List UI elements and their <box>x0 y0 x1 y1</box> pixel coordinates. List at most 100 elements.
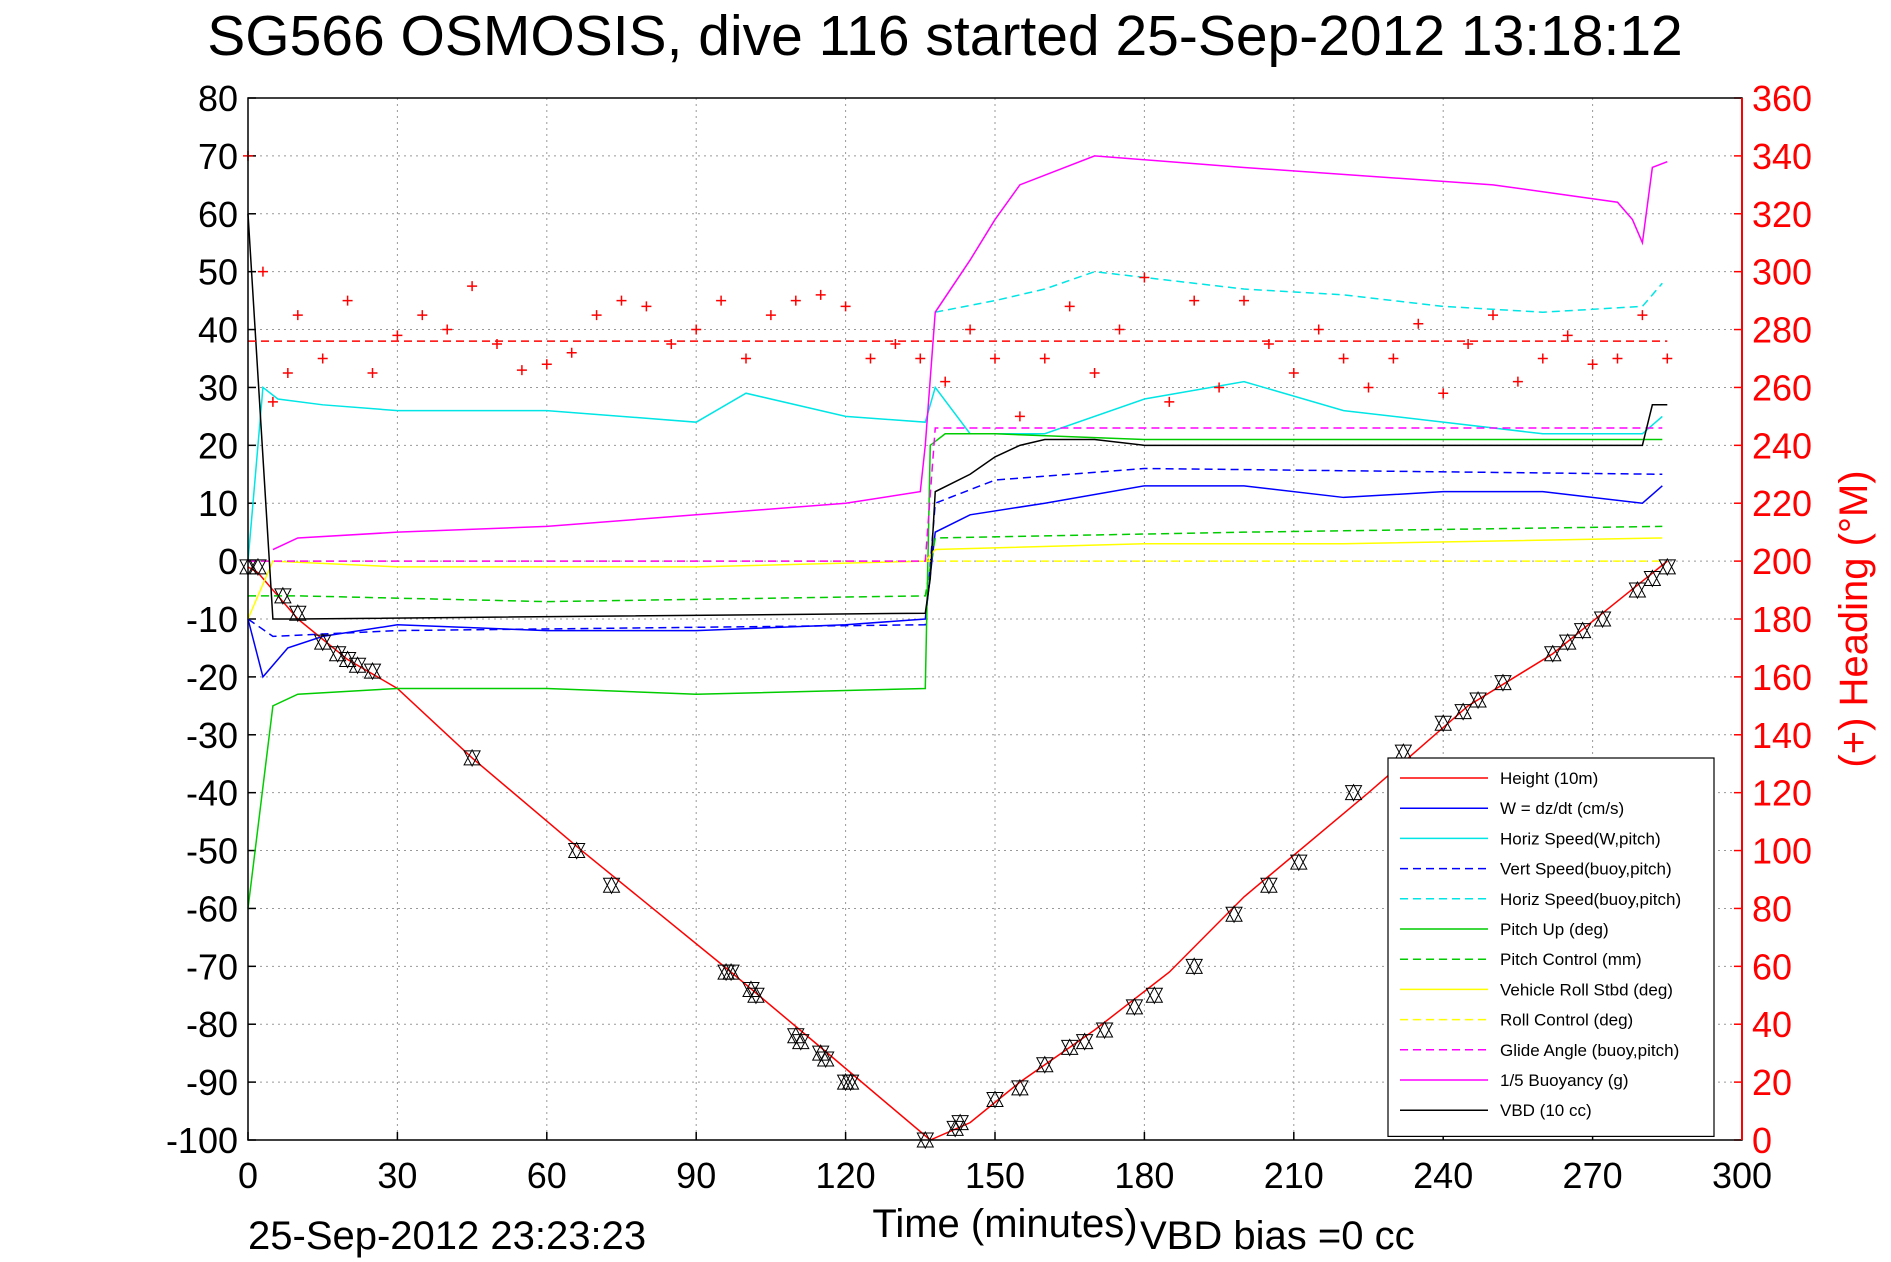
series-line <box>247 485 1663 679</box>
series-line <box>248 525 1663 603</box>
heading-point <box>417 310 428 321</box>
profile-marker <box>567 841 586 860</box>
y-tick-label: -20 <box>186 657 238 698</box>
series-line <box>247 560 1668 1141</box>
profile-marker <box>1593 609 1612 629</box>
heading-point <box>1537 353 1548 364</box>
heading-point <box>1263 339 1274 350</box>
profile-marker <box>1558 633 1577 652</box>
y-tick-label: -30 <box>186 715 238 756</box>
y-tick-label: 0 <box>218 541 238 582</box>
y-tick-label: -60 <box>186 888 238 929</box>
heading-point <box>741 353 751 364</box>
heading-point <box>616 295 627 306</box>
heading-point <box>990 353 1000 364</box>
heading-series <box>243 150 1673 422</box>
heading-point <box>840 301 851 312</box>
legend-label: Horiz Speed(W,pitch) <box>1500 829 1661 848</box>
heading-point <box>1637 310 1648 321</box>
profile-marker <box>1494 673 1512 692</box>
heading-point <box>1587 359 1598 370</box>
heading-point <box>1463 339 1474 350</box>
footer-timestamp: 25-Sep-2012 23:23:23 <box>248 1214 646 1258</box>
series-line <box>247 213 1668 620</box>
heading-point <box>1388 353 1399 364</box>
y-tick-label: 20 <box>198 425 238 466</box>
heading-point <box>1164 396 1175 407</box>
heading-point <box>815 289 826 300</box>
y-tick-label: -90 <box>186 1062 238 1103</box>
legend-label: Vehicle Roll Stbd (deg) <box>1500 980 1673 999</box>
heading-point <box>865 353 876 364</box>
y-tick-label: -50 <box>186 831 238 872</box>
heading-point <box>1014 411 1025 422</box>
profile-marker <box>328 644 347 663</box>
profile-marker <box>1011 1078 1029 1097</box>
profile-marker <box>1095 1020 1114 1040</box>
heading-point <box>1438 388 1449 399</box>
series-line <box>272 155 1668 551</box>
y-tick-label: 10 <box>198 483 238 524</box>
y-right-tick-label: 320 <box>1752 194 1812 235</box>
x-tick-label: 240 <box>1413 1155 1473 1196</box>
legend-label: Pitch Up (deg) <box>1500 920 1609 939</box>
y-right-tick-label: 60 <box>1752 946 1792 987</box>
profile-marker <box>1125 997 1144 1016</box>
series-layer <box>247 155 1668 1141</box>
heading-point <box>1488 310 1498 321</box>
profile-marker <box>951 1113 969 1132</box>
heading-point <box>292 310 303 321</box>
heading-point <box>342 295 353 306</box>
heading-point <box>716 295 727 306</box>
y-right-tick-label: 200 <box>1752 541 1812 582</box>
y-tick-label: 30 <box>198 367 238 408</box>
y-right-tick-label: 180 <box>1752 599 1812 640</box>
y-right-tick-label: 100 <box>1752 831 1812 872</box>
profile-marker <box>274 586 292 605</box>
heading-point <box>257 266 268 277</box>
x-axis-label: Time (minutes) <box>872 1202 1137 1246</box>
legend-label: Pitch Control (mm) <box>1500 950 1642 969</box>
profile-marker <box>602 876 621 895</box>
footer-vbd-bias: VBD bias =0 cc <box>1140 1214 1415 1258</box>
legend-box <box>1387 757 1715 1137</box>
series-line <box>247 380 1663 562</box>
y-tick-label: -40 <box>186 773 238 814</box>
legend-label: Height (10m) <box>1500 769 1598 788</box>
y-right-tick-label: 80 <box>1752 888 1792 929</box>
profile-marker <box>1454 702 1472 721</box>
heading-point <box>591 310 602 321</box>
y-right-tick-label: 40 <box>1752 1004 1792 1045</box>
x-tick-label: 90 <box>676 1155 716 1196</box>
heading-point <box>1239 295 1249 306</box>
heading-point <box>890 339 901 350</box>
y-tick-label: -10 <box>186 599 238 640</box>
legend-label: Horiz Speed(buoy,pitch) <box>1500 890 1681 909</box>
profile-marker <box>1185 957 1204 976</box>
profile-marker <box>1344 783 1363 802</box>
profile-marker <box>363 662 382 681</box>
heading-point <box>1413 318 1424 329</box>
y-tick-label: -80 <box>186 1004 238 1045</box>
profile-marker <box>986 1090 1004 1109</box>
y-tick-label: 50 <box>198 252 238 293</box>
y-axis-right-label: (+) Heading (°M) <box>1832 470 1876 767</box>
y-tick-label: -70 <box>186 946 238 987</box>
y-axis-left: 80 70 60 50 40 30 20 10 0 -10 -20 -30 -40 -50 -60 -70 -8… <box>166 78 256 1161</box>
y-right-tick-label: 240 <box>1752 425 1812 466</box>
y-right-tick-label: 260 <box>1752 367 1812 408</box>
y-right-tick-label: 300 <box>1752 252 1812 293</box>
x-tick-label: 210 <box>1264 1155 1324 1196</box>
profile-marker <box>348 656 367 675</box>
heading-point <box>1288 367 1299 378</box>
heading-point <box>1214 382 1225 393</box>
y-tick-label: 70 <box>198 136 238 177</box>
series-line <box>247 433 1663 909</box>
legend: Height (10m) W = dz/dt (cm/s) Horiz Speed(… <box>1387 757 1715 1137</box>
profile-marker <box>1643 569 1662 588</box>
legend-label: Roll Control (deg) <box>1500 1011 1633 1030</box>
heading-point <box>282 367 293 378</box>
profile-marker <box>791 1032 810 1051</box>
y-right-tick-label: 280 <box>1752 310 1812 351</box>
